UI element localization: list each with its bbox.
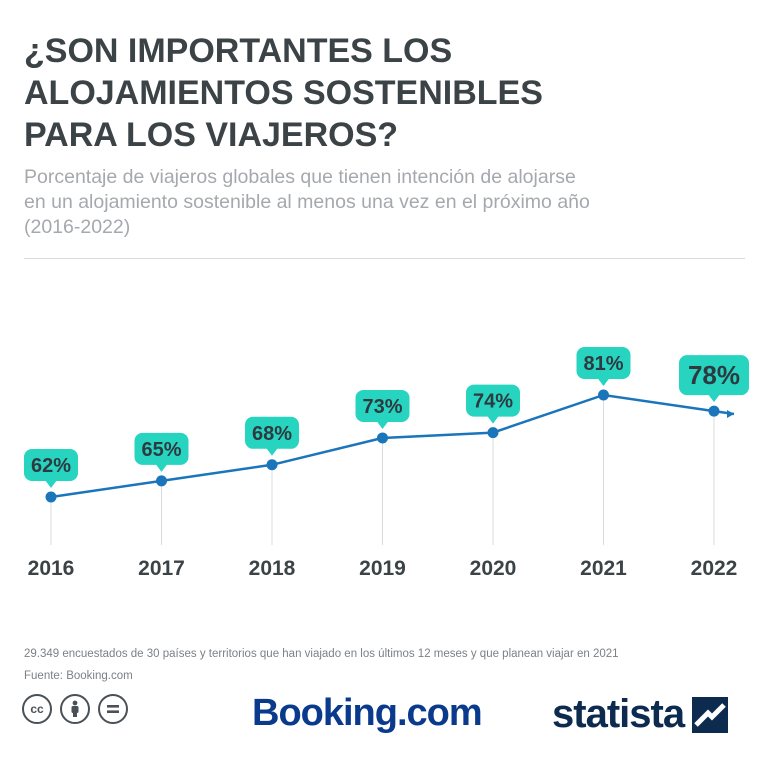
label-bubble-pointer-2017 [155,463,168,472]
cc-icon[interactable]: cc [22,694,52,724]
header-divider [24,258,745,259]
data-label-2021: 81% [583,353,623,375]
chart-subtitle: Porcentaje de viajeros globales que tien… [24,165,744,240]
series-end-arrow [727,410,734,419]
x-tick-label-2020: 2020 [470,557,517,580]
label-bubble-pointer-2018 [266,447,278,456]
data-point-2019 [377,432,388,444]
subtitle-line-1: Porcentaje de viajeros globales que tien… [24,166,576,188]
data-point-2020 [487,427,499,439]
label-bubble-pointer-2020 [487,415,499,424]
source-text: Fuente: Booking.com [24,670,133,682]
label-bubble-2022 [679,355,749,396]
x-tick-label-2019: 2019 [359,557,406,580]
data-point-2017 [156,475,167,487]
data-point-2018 [266,459,278,471]
label-bubble-2017 [134,432,189,465]
statista-wordmark: statista [552,692,685,736]
data-point-2016 [45,491,57,503]
data-label-2019: 73% [362,396,402,418]
x-tick-label-2018: 2018 [249,557,296,580]
series-line [50,393,735,499]
data-point-2022 [708,405,720,417]
survey-note: 29.349 encuestados de 30 países y territ… [24,648,619,660]
label-bubble-pointer-2016 [45,480,57,488]
statista-mark-icon [692,696,729,733]
x-tick-label-2021: 2021 [580,557,627,580]
title-line-3: para los viajeros? [24,116,399,154]
license-icons: cc [22,694,128,724]
label-bubble-pointer-2021 [597,378,610,386]
subtitle-line-3: (2016-2022) [24,216,131,238]
title-line-1: ¿Son importantes los [24,32,453,70]
label-bubble-2021 [576,347,631,379]
x-tick-label-2016: 2016 [28,557,75,580]
data-label-2017: 65% [141,439,181,461]
data-label-2016: 62% [31,455,71,477]
label-bubble-2020 [466,384,520,417]
data-label-2022: 78% [688,360,740,390]
label-bubble-2016 [24,449,78,481]
label-bubble-pointer-2019 [376,420,389,429]
booking-logo[interactable]: Booking.com [252,692,483,734]
data-label-2020: 74% [473,391,513,413]
data-label-2018: 68% [252,423,292,445]
nd-equals-icon[interactable] [98,694,128,724]
x-tick-label-2017: 2017 [138,557,185,580]
by-person-icon[interactable] [60,694,90,724]
label-bubble-2018 [245,416,299,449]
x-tick-label-2022: 2022 [691,557,738,580]
label-bubble-pointer-2022 [708,394,720,403]
subtitle-line-2: en un alojamiento sostenible al menos un… [24,191,590,213]
label-bubble-2019 [355,389,410,422]
data-point-2021 [598,389,609,401]
statista-logo[interactable]: statista [552,692,729,737]
